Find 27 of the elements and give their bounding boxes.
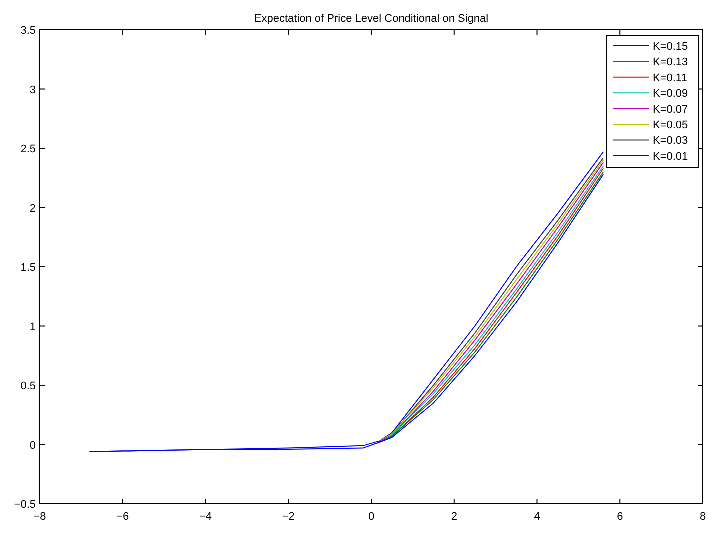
y-tick-label: 2.5 — [20, 144, 36, 156]
x-tick-label: −2 — [282, 511, 295, 523]
legend-label: K=0.07 — [653, 104, 688, 116]
y-tick-label: 1.5 — [20, 262, 36, 274]
chart-title: Expectation of Price Level Conditional on Signal — [254, 13, 489, 25]
y-tick-label: 2 — [30, 202, 36, 215]
y-tick-label: 0 — [30, 440, 36, 452]
x-tick-label: 8 — [700, 511, 706, 523]
y-tick-label: 3 — [30, 84, 36, 96]
x-tick-label: 0 — [368, 511, 375, 523]
x-tick-label: 2 — [451, 511, 458, 523]
x-tick-label: 4 — [534, 511, 540, 523]
y-tick-label: −0.5 — [14, 499, 36, 511]
y-tick-label: 0.5 — [20, 380, 36, 392]
legend-label: K=0.13 — [653, 56, 688, 69]
x-tick-label: −8 — [34, 511, 46, 523]
y-tick-label: 3.5 — [20, 25, 36, 37]
legend-label: K=0.03 — [653, 135, 688, 148]
x-tick-label: −6 — [116, 511, 130, 523]
legend-label: K=0.09 — [653, 88, 688, 100]
x-tick-label: 6 — [617, 511, 624, 523]
y-tick-label: 1 — [30, 321, 36, 334]
legend-label: K=0.01 — [653, 150, 688, 163]
x-tick-label: −4 — [199, 511, 212, 523]
legend-label: K=0.05 — [653, 120, 688, 132]
legend-label: K=0.11 — [653, 72, 688, 84]
legend-label: K=0.15 — [653, 41, 688, 53]
